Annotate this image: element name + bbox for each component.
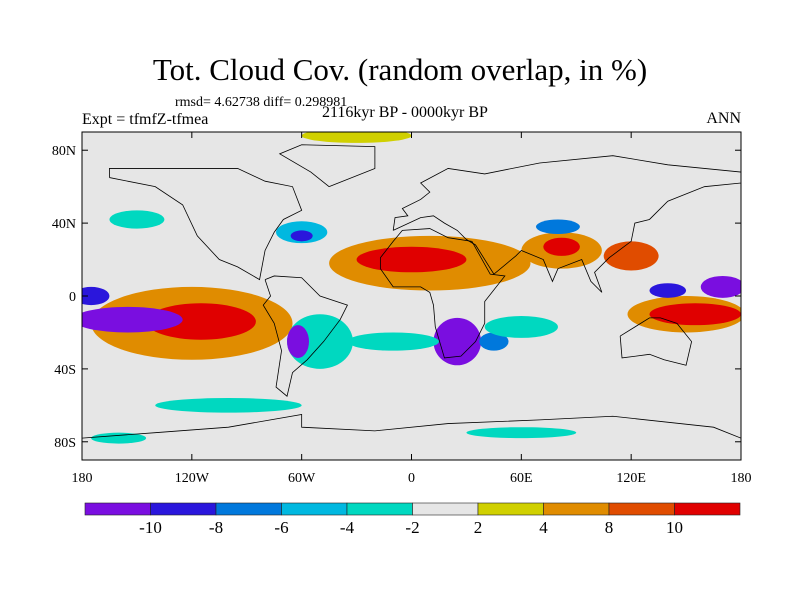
season-label: ANN	[706, 110, 741, 127]
colorbar-label: -8	[209, 518, 223, 537]
colorbar-box	[346, 502, 413, 516]
coastline	[392, 155, 741, 293]
colorbar-box	[215, 502, 282, 516]
stats-text: rmsd= 4.62738 diff= 0.298981	[175, 95, 348, 110]
colorbar-box	[150, 502, 217, 516]
anomaly-region	[466, 427, 577, 439]
colorbar-box	[674, 502, 741, 516]
anomaly-region	[433, 317, 482, 366]
anomaly-region	[535, 219, 580, 235]
colorbar-label: 8	[605, 518, 614, 537]
coastline	[619, 317, 693, 366]
colorbar-box	[543, 502, 610, 516]
coastline	[109, 168, 303, 281]
plot-title: Tot. Cloud Cov. (random overlap, in %)	[152, 52, 648, 87]
colorbar-box	[412, 502, 479, 516]
colorbar-label: 4	[539, 518, 548, 537]
colorbar-label: -2	[405, 518, 419, 537]
anomaly-region	[484, 316, 558, 338]
colorbar-box	[281, 502, 348, 516]
lon-tick-label: 180	[731, 471, 752, 486]
colorbar-label: 10	[666, 518, 683, 537]
coastline	[82, 413, 741, 439]
anomaly-region	[543, 237, 580, 256]
colorbar-label: -6	[274, 518, 288, 537]
anomaly-region	[290, 230, 313, 242]
anomaly-region	[146, 303, 256, 340]
colorbar-label: -4	[340, 518, 355, 537]
period-label: 2116kyr BP - 0000kyr BP	[322, 104, 488, 121]
lat-tick-label: 40S	[54, 363, 76, 378]
coastline	[262, 275, 348, 397]
anomaly-region	[301, 132, 412, 143]
colorbar-label: -10	[139, 518, 162, 537]
colorbar-box	[84, 502, 151, 516]
anomaly-regions	[82, 132, 741, 444]
anomaly-region	[603, 241, 659, 271]
lon-tick-label: 120W	[175, 471, 210, 486]
anomaly-region	[356, 246, 467, 273]
anomaly-region	[91, 432, 147, 444]
anomaly-region	[82, 286, 110, 306]
experiment-label: Expt = tfmfZ-tfmea	[82, 111, 209, 128]
colorbar-label: 2	[474, 518, 483, 537]
anomaly-region	[287, 325, 309, 358]
colorbar-box	[477, 502, 544, 516]
anomaly-region	[82, 306, 183, 333]
anomaly-region	[479, 332, 509, 351]
lat-tick-label: 0	[69, 290, 76, 305]
anomaly-region	[649, 283, 687, 298]
lon-tick-label: 180	[72, 471, 93, 486]
lat-tick-label: 40N	[52, 217, 76, 232]
anomaly-region	[700, 275, 741, 298]
lat-tick-label: 80N	[52, 144, 76, 159]
lon-tick-label: 60W	[288, 471, 316, 486]
anomaly-region	[155, 398, 302, 413]
coastline	[379, 228, 506, 359]
lon-tick-label: 60E	[510, 471, 533, 486]
lon-tick-label: 0	[408, 471, 415, 486]
anomaly-region	[347, 332, 439, 351]
lat-tick-label: 80S	[54, 436, 76, 451]
anomaly-region	[649, 303, 741, 326]
anomaly-region	[109, 210, 165, 229]
coastline	[278, 144, 376, 188]
colorbar-box	[608, 502, 675, 516]
lon-tick-label: 120E	[616, 471, 646, 486]
